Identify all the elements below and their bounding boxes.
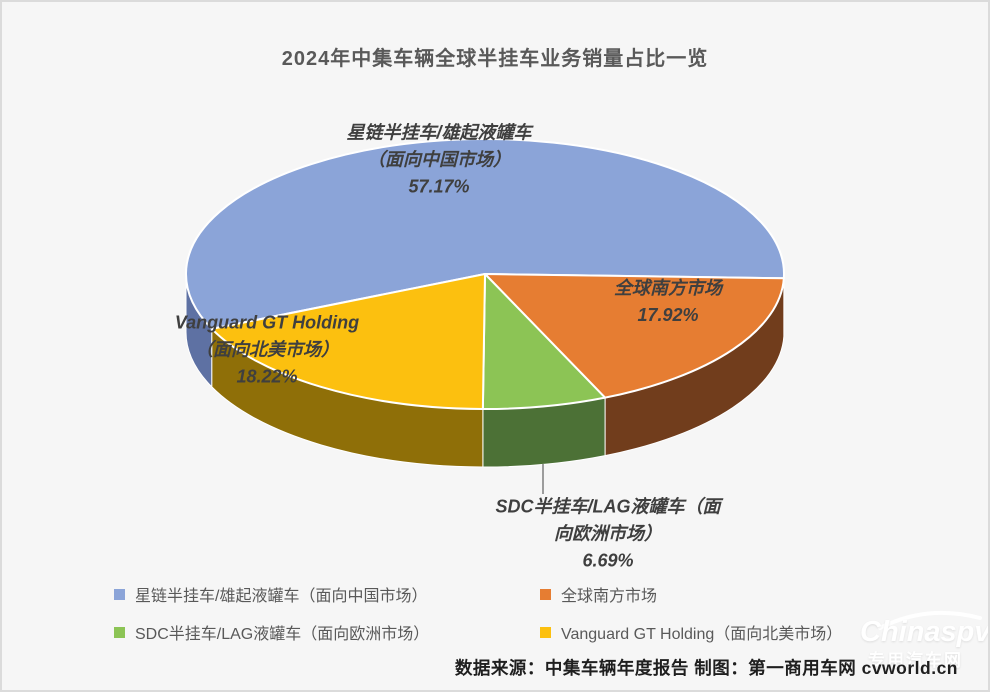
legend-item-label: Vanguard GT Holding（面向北美市场） xyxy=(561,626,843,643)
slice-label-line: 18.22% xyxy=(236,366,298,387)
pie-slice-0 xyxy=(185,138,785,330)
slice-label-line: 6.69% xyxy=(582,550,634,571)
legend: 星链半挂车/雄起液罐车（面向中国市场） 全球南方市场 SDC半挂车/LAG液罐车（面… xyxy=(114,582,948,644)
slice-label-2: SDC半挂车/LAG液罐车（面 向欧洲市场） 6.69% xyxy=(496,494,721,575)
legend-item-label: 全球南方市场 xyxy=(561,588,658,605)
slice-label-1: 全球南方市场 17.92% xyxy=(614,275,722,329)
legend-swatch xyxy=(540,588,551,600)
chart-title: 2024年中集车辆全球半挂车业务销量占比一览 xyxy=(281,48,709,70)
slice-label-line: 星链半挂车/雄起液罐车 xyxy=(346,122,532,143)
legend-swatch xyxy=(114,588,125,600)
slice-label-line: 17.92% xyxy=(637,305,699,325)
footer-source: 数据来源：中集车辆年度报告 制图：第一商用车网 cvworld.cn xyxy=(454,658,958,678)
legend-item-label: 星链半挂车/雄起液罐车（面向中国市场） xyxy=(135,588,428,605)
slice-label-line: 向欧洲市场） xyxy=(554,523,662,544)
legend-item-1: 全球南方市场 xyxy=(540,582,948,606)
legend-swatch xyxy=(114,626,125,638)
slice-label-0: 星链半挂车/雄起液罐车 （面向中国市场） 57.17% xyxy=(347,120,532,201)
slice-label-line: （面向北美市场） xyxy=(194,339,339,360)
pie-slice-1 xyxy=(484,273,785,399)
legend-item-3: Vanguard GT Holding（面向北美市场） xyxy=(540,620,948,644)
legend-item-0: 星链半挂车/雄起液罐车（面向中国市场） xyxy=(114,582,540,606)
legend-item-2: SDC半挂车/LAG液罐车（面向欧洲市场） xyxy=(114,620,540,644)
slice-label-3: Vanguard GT Holding （面向北美市场） 18.22% xyxy=(175,310,359,391)
slice-label-line: 全球南方市场 xyxy=(614,278,722,298)
pie-slice-2 xyxy=(481,273,607,411)
slice-label-line: SDC半挂车/LAG液罐车（面 xyxy=(495,496,721,517)
slice-label-line: （面向中国市场） xyxy=(367,149,511,170)
legend-item-label: SDC半挂车/LAG液罐车（面向欧洲市场） xyxy=(135,626,430,643)
slice-label-line: 57.17% xyxy=(408,176,470,197)
pie-slice-3 xyxy=(210,273,486,410)
slice-label-line: Vanguard GT Holding xyxy=(174,312,360,333)
legend-swatch xyxy=(540,626,551,638)
